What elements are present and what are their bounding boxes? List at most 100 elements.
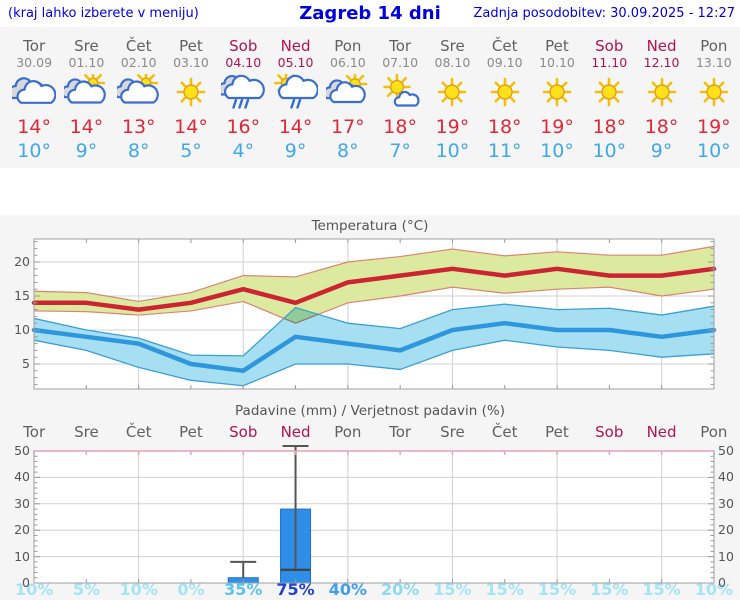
charts-section: Temperatura (°C) vreme.us Padavine (mm) … (0, 215, 740, 600)
sunny-icon (490, 77, 520, 107)
y-tick-label: 10 (718, 548, 734, 564)
low-temp-value: 8° (127, 140, 150, 162)
high-temp-value: 14° (174, 116, 208, 138)
precip-probability-label: 10% (14, 580, 54, 599)
day-column: Tor 30.09 14° 10° (8, 27, 60, 168)
day-name-label: Sre (74, 37, 99, 55)
sun-cloud-icon (116, 74, 159, 104)
day-date-label: 07.10 (382, 55, 419, 70)
sunny-icon (594, 77, 624, 107)
y-tick-label: 30 (718, 495, 734, 511)
day-date-label: 13.10 (695, 55, 732, 70)
day-column: Ned 12.10 18° 9° (635, 27, 687, 168)
day-name-label: Čet (491, 37, 518, 55)
day-date-label: 11.10 (591, 55, 628, 70)
precip-day-label: Čet (125, 423, 152, 441)
high-temp-value: 16° (226, 116, 261, 138)
cloud-sun-icon (325, 74, 368, 104)
precip-day-label: Tor (389, 423, 412, 441)
y-tick-label: 20 (14, 522, 30, 538)
day-name-label: Pet (545, 37, 569, 55)
precip-day-label: Sre (74, 423, 99, 441)
low-temp-value: 10° (435, 140, 470, 162)
sun-cloud-icon (64, 74, 107, 104)
sunny-small-cloud-icon (383, 74, 420, 107)
y-tick-label: 50 (14, 443, 30, 458)
day-column: Čet 02.10 13° 8° (113, 27, 165, 168)
day-name-label: Tor (389, 37, 412, 55)
y-tick-label: 0 (22, 575, 30, 590)
day-column: Sre 08.10 19° 10° (426, 27, 478, 168)
low-temp-value: 10° (592, 140, 627, 162)
day-date-label: 12.10 (643, 55, 680, 70)
sunny-icon (438, 77, 467, 107)
precip-probability-label: 0% (177, 580, 205, 599)
high-temp-value: 14° (278, 116, 313, 138)
temperature-chart-title: Temperatura (°C) (311, 218, 429, 234)
y-tick-label: 5 (22, 356, 30, 371)
page-title: Zagreb 14 dni (299, 3, 441, 24)
high-temp-value: 19° (540, 116, 574, 138)
day-date-label: 30.09 (16, 55, 53, 70)
sunny-icon (699, 77, 729, 107)
day-date-label: 06.10 (329, 55, 366, 70)
precip-probability-label: 20% (380, 580, 420, 599)
day-name-label: Pet (179, 37, 203, 55)
high-temp-value: 18° (383, 116, 417, 138)
precip-day-label: Sre (440, 423, 465, 441)
precip-day-label: Pet (179, 423, 203, 441)
day-column: Sob 04.10 16° 4° (217, 27, 269, 168)
y-tick-label: 40 (14, 469, 30, 485)
day-column: Pet 10.10 19° 10° (531, 27, 583, 168)
high-temp-value: 17° (331, 116, 365, 138)
precip-day-label: Sob (595, 423, 624, 441)
day-name-label: Pon (700, 37, 728, 55)
high-temp-value: 19° (697, 116, 731, 138)
forecast-summary: Tor 30.09 14° 10° Sre 01.10 14° 9° Čet 02.10 13° 8°… (0, 27, 740, 168)
low-temp-value: 10° (697, 140, 731, 162)
day-date-label: 08.10 (434, 55, 471, 70)
day-column: Pon 13.10 19° 10° (688, 27, 740, 168)
precip-probability-label: 35% (224, 580, 263, 599)
day-name-label: Pon (334, 37, 362, 55)
y-tick-label: 20 (14, 254, 30, 269)
y-tick-label: 10 (14, 322, 30, 337)
precip-probability-label: 10% (694, 580, 733, 599)
precip-probability-row: 10% 5% 10% 0% 35% 75% 40% 20% 15% 15% 15% 15% 15% 10% (8, 580, 740, 600)
precip-probability-label: 75% (276, 580, 315, 599)
temperature-chart (31, 238, 717, 390)
day-date-label: 02.10 (120, 55, 157, 70)
day-column: Pon 06.10 17° 8° (322, 27, 374, 168)
sun-rain-icon (273, 74, 318, 109)
sunny-icon (647, 77, 676, 107)
y-tick-label: 30 (14, 495, 30, 511)
last-update-label: Zadnja posodobitev: 30.09.2025 - 12:27 (473, 6, 735, 21)
precip-day-label: Pet (545, 423, 569, 441)
sunny-icon (542, 77, 572, 107)
low-temp-value: 11° (487, 140, 522, 162)
precip-day-label: Ned (646, 423, 677, 441)
precip-day-label: Sob (229, 423, 258, 441)
menu-hint-label: (kraj lahko izberete v meniju) (8, 6, 199, 21)
cloudy-icon (12, 77, 57, 104)
high-temp-value: 18° (644, 116, 679, 138)
low-temp-value: 4° (232, 140, 255, 162)
precip-day-label: Pon (334, 423, 362, 441)
day-column: Čet 09.10 18° 11° (479, 27, 531, 168)
day-name-label: Sre (440, 37, 465, 55)
day-name-label: Čet (125, 37, 152, 55)
sunny-icon (176, 77, 206, 107)
precipitation-chart-title: Padavine (mm) / Verjetnost padavin (%) (235, 403, 505, 419)
precip-day-label: Pon (700, 423, 728, 441)
day-date-label: 03.10 (173, 55, 209, 70)
precip-probability-label: 40% (328, 580, 367, 599)
day-column: Ned 05.10 14° 9° (269, 27, 321, 168)
precip-probability-label: 15% (642, 580, 681, 599)
day-column: Pet 03.10 14° 5° (165, 27, 217, 168)
precip-day-label: Čet (491, 423, 518, 441)
day-column: Sob 11.10 18° 10° (583, 27, 635, 168)
precip-day-label: Tor (23, 423, 46, 441)
high-temp-value: 13° (121, 116, 156, 138)
precip-probability-label: 10% (119, 580, 158, 599)
